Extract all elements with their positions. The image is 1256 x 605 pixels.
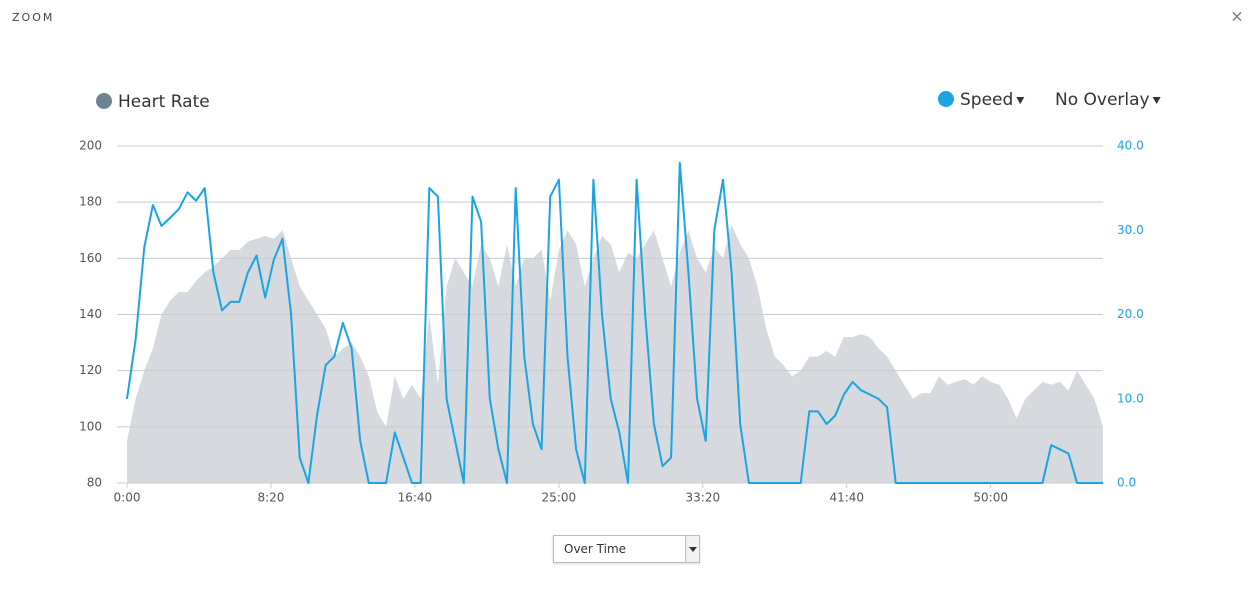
- dropdown-arrow: [1016, 97, 1025, 104]
- series-dropdown[interactable]: Speed: [960, 90, 1013, 110]
- legend-dot: [938, 91, 954, 107]
- select-text: Over Time: [564, 542, 627, 556]
- y-tick-label: 180: [79, 195, 102, 209]
- dropdown-arrow: [1152, 97, 1161, 104]
- overlay-dropdown[interactable]: No Overlay: [1055, 90, 1150, 110]
- select-arrow[interactable]: [685, 536, 699, 562]
- y2-tick-label: 10.0: [1117, 391, 1144, 405]
- line: [126, 161, 1103, 484]
- y-tick-label: 80: [87, 476, 102, 490]
- x-tick-label: 25:00: [542, 491, 577, 505]
- close-button[interactable]: ×: [1230, 7, 1243, 26]
- legend-dot: [96, 93, 112, 109]
- x-tick-label: 41:40: [829, 491, 864, 505]
- plot-area: 80 100 120 140 160 180 200 0.0 10.0 20.0 30.0 40.0 0…: [79, 139, 1144, 505]
- modal-title: ZOOM: [12, 11, 54, 24]
- y2-tick-label: 40.0: [1117, 139, 1144, 153]
- x-tick-label: 0:00: [114, 491, 141, 505]
- y2-tick-label: 30.0: [1117, 223, 1144, 237]
- x-tick-label: 33:20: [686, 491, 721, 505]
- area: [127, 224, 1103, 483]
- y-tick-label: 160: [79, 251, 102, 265]
- view-select[interactable]: Over Time: [553, 535, 700, 563]
- y2-tick-label: 20.0: [1117, 307, 1144, 321]
- y-tick-label: 100: [79, 419, 102, 433]
- y-tick-label: 200: [79, 139, 102, 153]
- x-tick-label: 16:40: [398, 491, 433, 505]
- x-tick-label: 8:20: [257, 491, 284, 505]
- legend-label: Heart Rate: [118, 92, 210, 112]
- x-tick-label: 50:00: [973, 491, 1008, 505]
- y-tick-label: 140: [79, 307, 102, 321]
- y-tick-label: 120: [79, 363, 102, 377]
- y2-tick-label: 0.0: [1117, 476, 1136, 490]
